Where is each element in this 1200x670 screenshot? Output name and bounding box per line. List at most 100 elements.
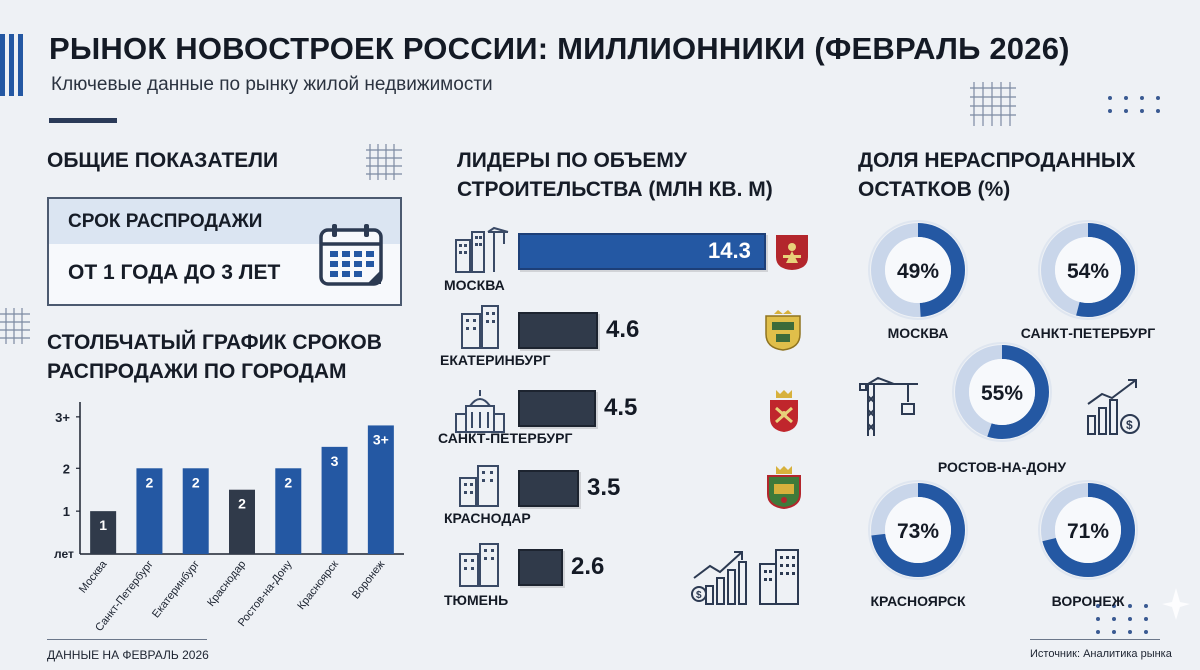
donut-segment-воронеж bbox=[1041, 483, 1135, 577]
donut-center bbox=[969, 359, 1035, 425]
overview-heading: ОБЩИЕ ПОКАЗАТЕЛИ bbox=[47, 149, 279, 172]
donut-outline bbox=[1038, 220, 1138, 320]
donut-percent: 55% bbox=[981, 382, 1023, 405]
svg-text:$: $ bbox=[696, 590, 702, 601]
sell-period-card: СРОК РАСПРОДАЖИ ОТ 1 ГОДА ДО 3 ЛЕТ bbox=[47, 197, 402, 306]
title-underline bbox=[49, 118, 117, 123]
y-tick-label: 1 bbox=[63, 504, 70, 519]
bar-value-label: 2 bbox=[146, 474, 154, 490]
donut-percent: 71% bbox=[1067, 520, 1109, 543]
bar-москва bbox=[90, 511, 117, 554]
donut-city-label: КРАСНОЯРСК bbox=[870, 593, 966, 609]
sell-chart-title: СТОЛБЧАТЫЙ ГРАФИК СРОКОВ РАСПРОДАЖИ ПО Г… bbox=[47, 331, 382, 383]
sell-period-chart: лет 123+1Москва2Санкт-Петербург2Екатерин… bbox=[54, 402, 404, 634]
donut-city-label: МОСКВА bbox=[888, 325, 949, 341]
decor-grid-left bbox=[0, 308, 30, 344]
leader-bar-санкт-петербург bbox=[518, 390, 596, 427]
bar-value-label: 3+ bbox=[373, 431, 389, 447]
page-title: РЫНОК НОВОСТРОЕК РОССИИ: МИЛЛИОННИКИ (ФЕ… bbox=[49, 31, 1070, 66]
donut-center bbox=[1055, 237, 1121, 303]
donut-outline bbox=[1038, 480, 1138, 580]
donut-city-label: РОСТОВ-НА-ДОНУ bbox=[938, 459, 1067, 475]
decor-grid-mid bbox=[366, 144, 402, 180]
leader-value: 4.5 bbox=[604, 394, 638, 421]
leader-bar-тюмень bbox=[518, 549, 563, 586]
y-axis-label: лет bbox=[54, 547, 74, 561]
bar-value-label: 2 bbox=[284, 474, 292, 490]
leader-value: 2.6 bbox=[571, 553, 605, 580]
x-category-label: Краснодар bbox=[205, 558, 248, 609]
sparkle-icon bbox=[1162, 588, 1190, 620]
donut-segment-санкт-петербург bbox=[1041, 223, 1135, 317]
leader-city-label: ЕКАТЕРИНБУРГ bbox=[440, 352, 551, 368]
footer-date: ДАННЫЕ НА ФЕВРАЛЬ 2026 bbox=[47, 648, 209, 662]
donut-outline bbox=[868, 480, 968, 580]
leader-value: 3.5 bbox=[587, 474, 621, 501]
decor-stripes bbox=[0, 34, 24, 96]
donut-segment-москва bbox=[871, 223, 965, 317]
office-building-icon bbox=[759, 549, 799, 605]
decor-dots-bottom bbox=[1096, 604, 1151, 634]
footer-source: Источник: Аналитика рынка bbox=[1030, 648, 1172, 660]
leader-city-label: ТЮМЕНЬ bbox=[444, 592, 509, 608]
decor-dots-top bbox=[1108, 96, 1163, 113]
donut-city-label: САНКТ-ПЕТЕРБУРГ bbox=[1021, 325, 1155, 341]
leader-city-label: САНКТ-ПЕТЕРБУРГ bbox=[438, 430, 573, 446]
bar-value-label: 2 bbox=[192, 474, 200, 490]
unsold-heading: ДОЛЯ НЕРАСПРОДАННЫХ ОСТАТКОВ (%) bbox=[858, 149, 1136, 201]
tyumen-building-icon bbox=[459, 543, 499, 587]
sell-period-card-value: ОТ 1 ГОДА ДО 3 ЛЕТ bbox=[68, 261, 281, 284]
x-category-label: Красноярск bbox=[295, 558, 341, 612]
donut-center bbox=[885, 237, 951, 303]
krasnodar-coat-of-arms-icon bbox=[767, 466, 801, 510]
leader-bar-екатеринбург bbox=[518, 312, 598, 349]
donut-percent: 73% bbox=[897, 520, 939, 543]
donut-outline bbox=[952, 342, 1052, 442]
bar-value-label: 2 bbox=[238, 496, 246, 512]
bar-екатеринбург bbox=[182, 468, 209, 554]
calendar-icon bbox=[319, 224, 383, 286]
spb-coat-of-arms-icon bbox=[770, 390, 798, 432]
ekaterinburg-building-icon bbox=[461, 305, 499, 349]
donut-outline bbox=[868, 220, 968, 320]
donut-center bbox=[885, 497, 951, 563]
decor-grid-top bbox=[970, 82, 1016, 126]
ekaterinburg-coat-of-arms-icon bbox=[765, 310, 801, 351]
footer-divider-right bbox=[1030, 639, 1160, 640]
bar-ростов-на-дону bbox=[275, 468, 302, 554]
donut-percent: 49% bbox=[897, 260, 939, 283]
donut-city-label: ВОРОНЕЖ bbox=[1052, 593, 1125, 609]
bar-воронеж bbox=[367, 425, 394, 554]
footer-divider-left bbox=[47, 639, 207, 640]
price-growth-icon: $ bbox=[1087, 379, 1140, 435]
bar-value-label: 1 bbox=[99, 517, 107, 533]
construction-crane-icon bbox=[859, 376, 918, 436]
x-category-label: Воронеж bbox=[350, 558, 388, 601]
leaders-heading: ЛИДЕРЫ ПО ОБЪЕМУ СТРОИТЕЛЬСТВА (МЛН КВ. … bbox=[457, 149, 773, 201]
moscow-coat-of-arms-icon bbox=[776, 235, 808, 270]
krasnodar-building-icon bbox=[459, 465, 499, 507]
donut-percent: 54% bbox=[1067, 260, 1109, 283]
bar-value-label: 3 bbox=[331, 453, 339, 469]
unsold-share-donuts: 49% МОСКВА 54% САНКТ-ПЕТЕРБУРГ 55% РОСТОВ-НА-… bbox=[868, 220, 1155, 609]
x-category-label: Екатеринбург bbox=[150, 558, 202, 620]
leader-bar-москва bbox=[518, 233, 766, 270]
page-subtitle: Ключевые данные по рынку жилой недвижимо… bbox=[51, 74, 493, 95]
bar-санкт-петербург bbox=[136, 468, 163, 554]
y-tick-label: 2 bbox=[63, 461, 70, 476]
growth-chart-icon: $ bbox=[691, 551, 747, 605]
leader-city-label: КРАСНОДАР bbox=[444, 510, 531, 526]
donut-segment-ростов-на-дону bbox=[955, 345, 1049, 439]
y-tick-label: 3+ bbox=[55, 410, 70, 425]
leader-bar-краснодар bbox=[518, 470, 579, 507]
svg-text:$: $ bbox=[1126, 418, 1133, 432]
leader-value: 14.3 bbox=[708, 238, 751, 263]
donut-center bbox=[1055, 497, 1121, 563]
bar-краснодар bbox=[229, 489, 255, 554]
spb-cathedral-icon bbox=[455, 390, 505, 433]
sell-period-card-title: СРОК РАСПРОДАЖИ bbox=[68, 211, 263, 232]
leader-city-label: МОСКВА bbox=[444, 277, 505, 293]
leader-value: 4.6 bbox=[606, 316, 640, 343]
donut-segment-красноярск bbox=[871, 483, 965, 577]
moscow-building-icon bbox=[455, 226, 509, 273]
